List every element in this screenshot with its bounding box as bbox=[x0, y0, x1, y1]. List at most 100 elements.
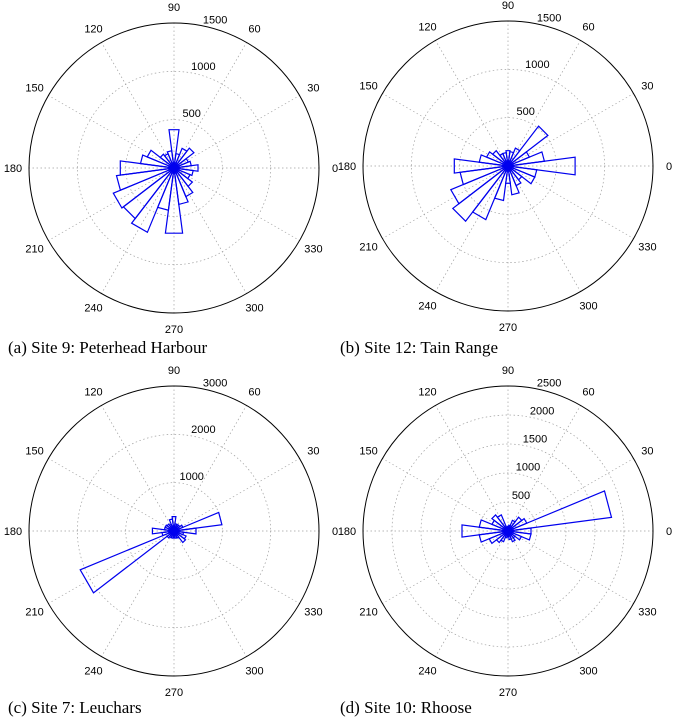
grid-spoke bbox=[507, 165, 581, 292]
angle-tick-label: 180 bbox=[4, 163, 22, 175]
grid-spoke bbox=[173, 458, 300, 532]
angle-tick-label: 330 bbox=[304, 607, 322, 619]
angle-tick-label: 270 bbox=[499, 322, 517, 334]
angle-tick-label: 330 bbox=[304, 244, 322, 256]
grid-spoke bbox=[507, 40, 581, 167]
angle-tick-label: 210 bbox=[25, 244, 43, 256]
histogram-wedge bbox=[168, 129, 180, 169]
angle-tick-label: 240 bbox=[84, 665, 102, 677]
polar-chart-tain: 0 30 60 90 120 150 180 210 240 270 300 330 500 1000 15… bbox=[338, 0, 672, 334]
histogram-wedge bbox=[507, 490, 613, 532]
angle-tick-label: 210 bbox=[25, 607, 43, 619]
grid-spoke bbox=[435, 40, 509, 167]
angle-tick-label: 210 bbox=[359, 607, 377, 619]
radial-tick-label: 500 bbox=[512, 490, 530, 502]
angle-tick-label: 210 bbox=[359, 242, 377, 254]
radial-tick-label: 1500 bbox=[523, 434, 547, 446]
radial-tick-label: 500 bbox=[517, 106, 535, 118]
histogram-wedge bbox=[173, 167, 194, 177]
angle-tick-label: 300 bbox=[579, 300, 597, 312]
radial-tick-label: 1000 bbox=[525, 59, 549, 71]
grid-spoke bbox=[382, 93, 509, 167]
histogram-wedge bbox=[173, 530, 185, 536]
angle-tick-label: 0 bbox=[332, 526, 338, 538]
angle-tick-label: 150 bbox=[25, 83, 43, 95]
grid-spoke bbox=[507, 165, 634, 239]
polar-chart-leuchars: 0 30 60 90 120 150 180 210 240 270 300 330 1000 2000 3… bbox=[4, 365, 338, 699]
radial-tick-label: 1500 bbox=[203, 14, 227, 26]
angle-tick-label: 120 bbox=[418, 387, 436, 399]
angle-tick-label: 330 bbox=[638, 242, 656, 254]
angle-tick-label: 270 bbox=[165, 324, 183, 336]
angle-tick-label: 120 bbox=[84, 24, 102, 36]
grid-circle bbox=[420, 443, 596, 619]
grid-circle bbox=[449, 472, 567, 590]
angle-tick-label: 60 bbox=[582, 387, 594, 399]
grid-spoke bbox=[507, 530, 581, 657]
angle-tick-label: 30 bbox=[641, 81, 653, 93]
grid-spoke bbox=[173, 167, 247, 294]
grid-spoke bbox=[48, 530, 175, 604]
histogram-wedge bbox=[507, 125, 549, 167]
grid-spoke bbox=[101, 42, 175, 169]
outer-circle bbox=[28, 385, 320, 677]
histogram-wedge bbox=[112, 167, 175, 209]
grid-spoke bbox=[507, 93, 634, 167]
angle-tick-label: 0 bbox=[666, 161, 672, 173]
grid-spoke bbox=[507, 458, 634, 532]
radial-tick-label: 1000 bbox=[191, 61, 215, 73]
caption-a: (a) Site 9: Peterhead Harbour bbox=[8, 338, 208, 357]
radial-tick-label: 2000 bbox=[530, 405, 554, 417]
histogram-wedge bbox=[507, 530, 532, 541]
angle-tick-label: 300 bbox=[245, 665, 263, 677]
caption-c: (c) Site 7: Leuchars bbox=[8, 698, 142, 717]
angle-tick-label: 180 bbox=[338, 526, 356, 538]
angle-tick-label: 300 bbox=[245, 302, 263, 314]
angle-tick-label: 180 bbox=[4, 526, 22, 538]
angle-tick-label: 330 bbox=[638, 607, 656, 619]
angle-tick-label: 60 bbox=[248, 24, 260, 36]
angle-tick-label: 180 bbox=[338, 161, 356, 173]
histogram-wedge bbox=[471, 165, 509, 221]
outer-circle bbox=[362, 385, 654, 677]
grid-spoke bbox=[101, 167, 175, 294]
grid-spoke bbox=[173, 95, 300, 169]
angle-tick-label: 300 bbox=[579, 665, 597, 677]
outer-circle bbox=[28, 22, 320, 314]
angle-tick-label: 0 bbox=[666, 526, 672, 538]
histogram-wedge bbox=[122, 167, 175, 220]
angle-tick-label: 120 bbox=[84, 387, 102, 399]
radial-tick-label: 1500 bbox=[537, 12, 561, 24]
grid-spoke bbox=[435, 165, 509, 292]
angle-tick-label: 30 bbox=[641, 446, 653, 458]
grid-spoke bbox=[435, 530, 509, 657]
grid-spoke bbox=[173, 167, 300, 241]
angle-tick-label: 240 bbox=[418, 300, 436, 312]
radial-tick-label: 500 bbox=[183, 108, 201, 120]
polar-chart-rhoose: 0 30 60 90 120 150 180 210 240 270 300 330 500 1000 15… bbox=[338, 365, 672, 699]
angle-tick-label: 150 bbox=[25, 446, 43, 458]
grid-spoke bbox=[173, 530, 247, 657]
radial-tick-label: 1000 bbox=[179, 471, 203, 483]
polar-chart-peterhead: 0 30 60 90 120 150 180 210 240 270 300 330 500 1000 15… bbox=[4, 2, 338, 336]
caption-b: (b) Site 12: Tain Range bbox=[340, 338, 498, 357]
angle-tick-label: 90 bbox=[168, 2, 180, 14]
grid-spoke bbox=[101, 530, 175, 657]
grid-spoke bbox=[435, 405, 509, 532]
angle-tick-label: 60 bbox=[582, 22, 594, 34]
angle-tick-label: 270 bbox=[165, 687, 183, 699]
angle-tick-label: 90 bbox=[502, 365, 514, 377]
angle-tick-label: 90 bbox=[168, 365, 180, 377]
grid-spoke bbox=[173, 405, 247, 532]
grid-spoke bbox=[173, 530, 300, 604]
grid-spoke bbox=[382, 458, 509, 532]
radial-tick-label: 2000 bbox=[191, 424, 215, 436]
grid-spoke bbox=[101, 405, 175, 532]
angle-tick-label: 30 bbox=[307, 83, 319, 95]
angle-tick-label: 90 bbox=[502, 0, 514, 12]
angle-tick-label: 150 bbox=[359, 446, 377, 458]
histogram-wedge bbox=[79, 530, 175, 594]
grid-spoke bbox=[48, 95, 175, 169]
angle-tick-label: 30 bbox=[307, 446, 319, 458]
histogram-wedge bbox=[507, 165, 538, 178]
